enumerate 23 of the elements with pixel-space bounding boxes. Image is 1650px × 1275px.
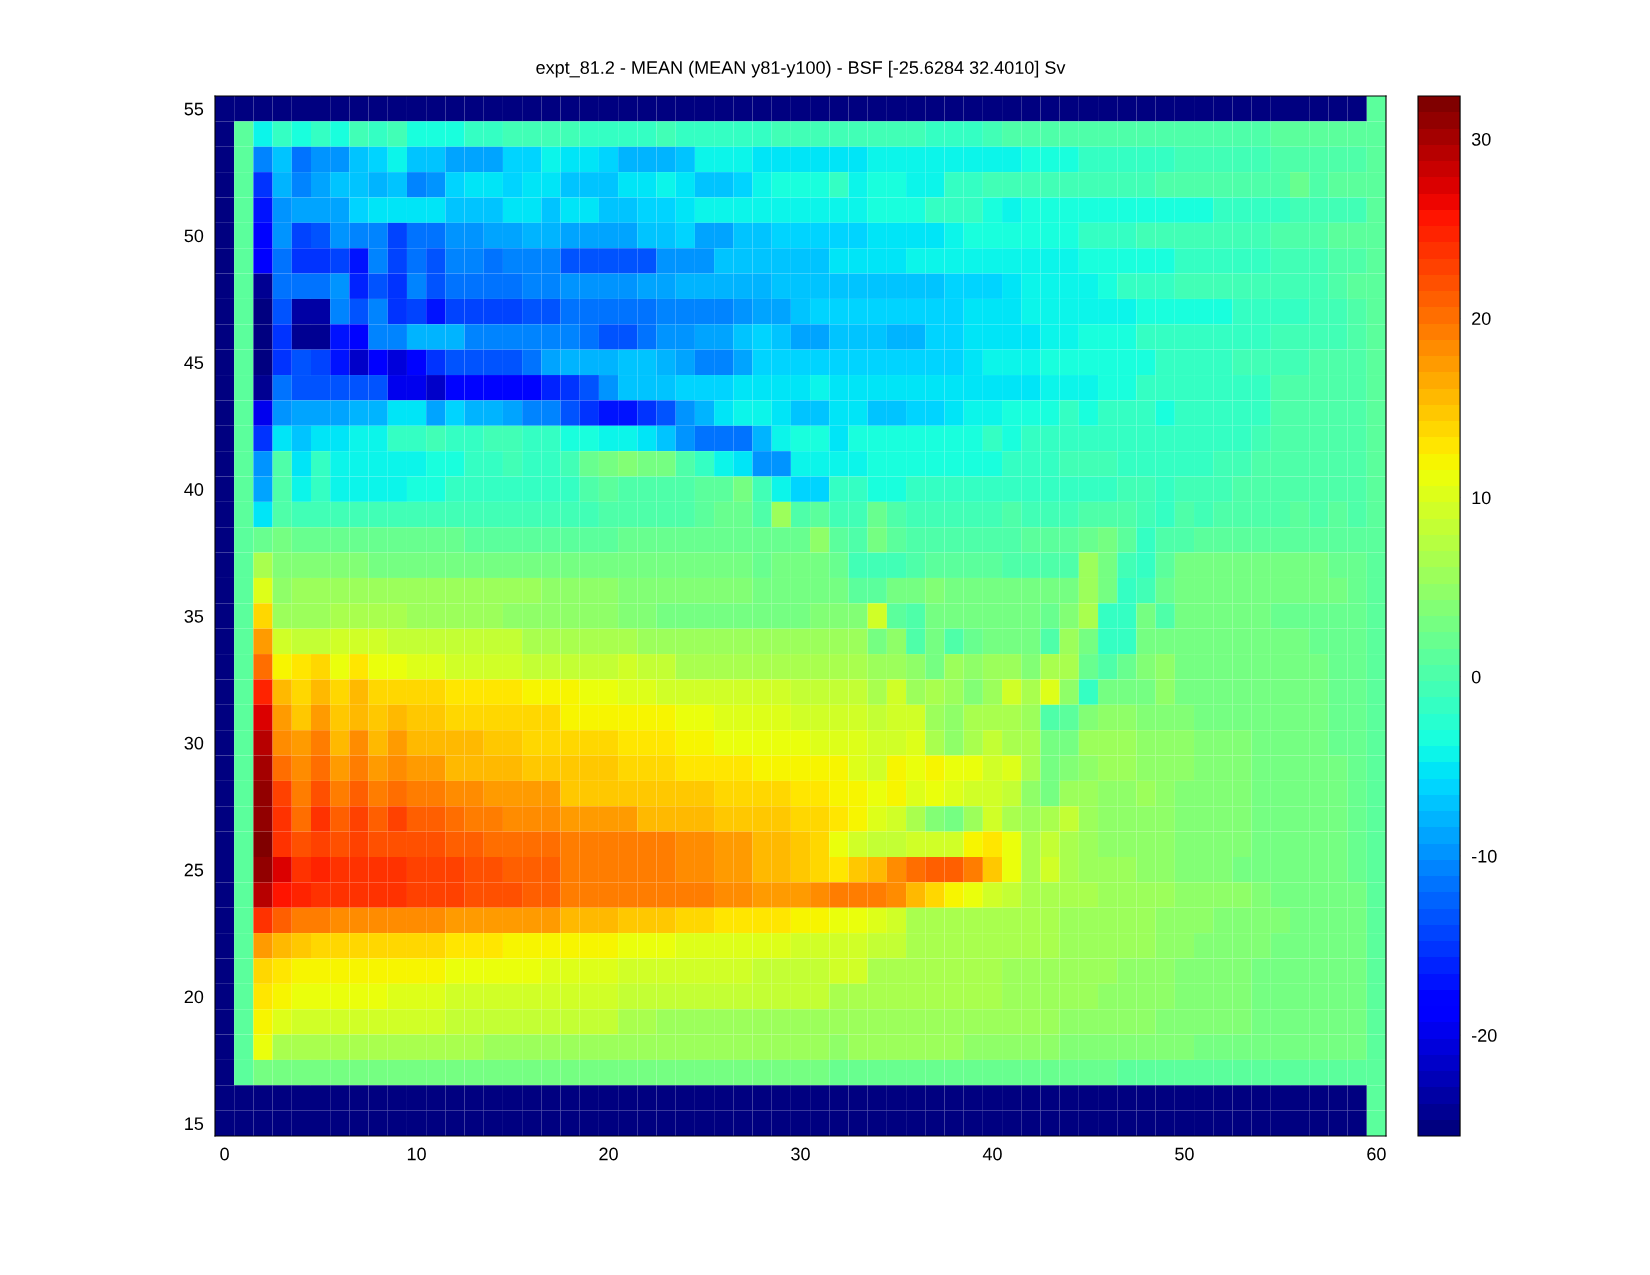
x-tick-label: 40	[982, 1147, 1002, 1161]
x-tick-label: 30	[791, 1147, 810, 1161]
y-tick-label: 50	[184, 229, 204, 243]
x-tick-label: 0	[220, 1147, 229, 1161]
color-bar-label: 10	[1472, 491, 1491, 505]
y-tick-label: 25	[184, 863, 204, 877]
y-tick-label: 15	[185, 1117, 204, 1131]
x-tick-label: 50	[1175, 1147, 1194, 1161]
color-bar-label: -10	[1472, 849, 1497, 863]
color-bar-label: 30	[1471, 132, 1491, 146]
color-bar-label: 0	[1471, 670, 1481, 684]
color-bar-label: 20	[1472, 312, 1491, 325]
y-tick-label: 20	[184, 990, 204, 1004]
y-tick-label: 45	[184, 356, 204, 370]
chart-title: expt_81.2 - MEAN (MEAN y81-y100) - BSF [-25.6284 32.4010] Sv	[536, 60, 1066, 78]
y-tick-label: 30	[184, 736, 204, 750]
y-tick-label: 55	[184, 102, 204, 116]
y-tick-label: 40	[184, 483, 204, 496]
color-bar-label: -20	[1472, 1029, 1497, 1042]
x-tick-label: 10	[407, 1147, 426, 1161]
x-tick-label: 20	[599, 1147, 618, 1161]
x-tick-label: 60	[1367, 1147, 1386, 1161]
y-tick-label: 35	[184, 609, 204, 623]
